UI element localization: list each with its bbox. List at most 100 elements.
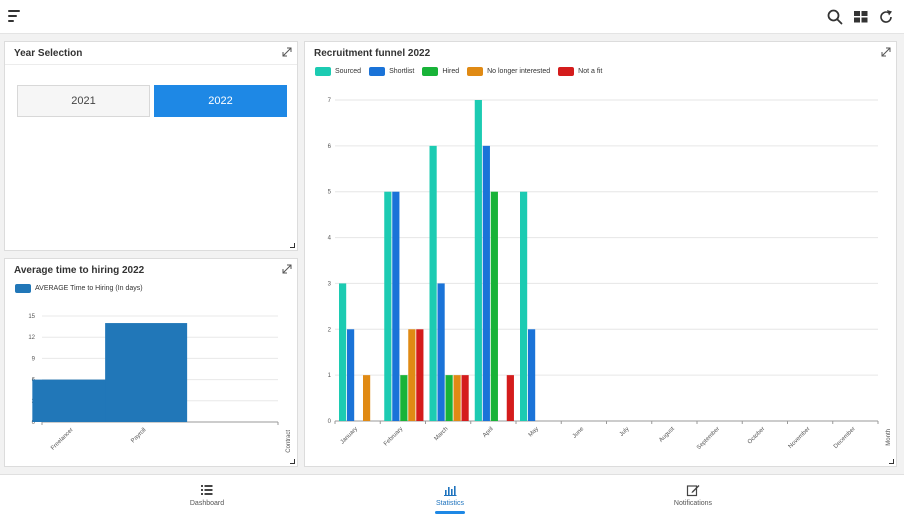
x-tick-label: May <box>528 426 540 438</box>
y-tick-label: 4 <box>328 236 332 242</box>
bar <box>453 375 461 421</box>
legend-item[interactable]: Not a fit <box>558 67 602 76</box>
x-tick-label: Contract <box>286 430 292 453</box>
y-tick-label: 7 <box>328 98 332 104</box>
nav-notifications[interactable]: Notifications <box>648 475 738 514</box>
bar <box>490 191 498 421</box>
legend-swatch <box>315 67 331 76</box>
bar <box>408 329 416 421</box>
nav-dashboard[interactable]: Dashboard <box>162 475 252 514</box>
edit-icon <box>686 485 700 497</box>
bar <box>482 145 490 421</box>
list-icon <box>201 485 213 495</box>
x-tick-label: February <box>383 426 404 447</box>
y-tick-label: 0 <box>32 420 36 426</box>
bar <box>437 283 445 421</box>
x-tick-label: January <box>340 426 359 445</box>
legend-label: AVERAGE Time to Hiring (In days) <box>35 285 143 292</box>
legend-swatch <box>369 67 386 76</box>
chart-legend: Sourced Shortlist Hired No longer intereste… <box>315 67 610 76</box>
legend-label: Sourced <box>335 68 362 75</box>
expand-icon[interactable] <box>282 47 292 57</box>
bar <box>339 283 347 421</box>
x-tick-label: Payroll <box>130 427 147 444</box>
nav-label: Notifications <box>673 500 713 507</box>
resize-handle[interactable] <box>290 459 295 464</box>
menu-icon[interactable] <box>8 10 22 22</box>
bar <box>520 191 528 421</box>
x-tick-label: April <box>482 426 495 439</box>
nav-label: Dashboard <box>189 500 225 507</box>
bar <box>363 375 371 421</box>
legend-label: Shortlist <box>389 68 415 75</box>
bar <box>474 100 482 421</box>
bottom-navigation: Dashboard Statistics Notifications <box>0 474 904 514</box>
bar <box>392 191 400 421</box>
legend-item[interactable]: AVERAGE Time to Hiring (In days) <box>15 284 143 293</box>
panel-title: Recruitment funnel 2022 <box>314 48 431 59</box>
x-axis-label: Month <box>886 429 892 446</box>
avg-hiring-chart: 03691215FreelancerPayrollContract <box>28 314 292 453</box>
y-tick-label: 9 <box>32 356 36 362</box>
year-selection-panel: Year Selection 2021 2022 <box>4 41 298 251</box>
legend-label: No longer interested <box>487 68 551 75</box>
legend-item[interactable]: No longer interested <box>467 67 550 76</box>
bar <box>347 329 355 421</box>
y-tick-label: 6 <box>328 144 332 150</box>
legend-swatch <box>422 67 439 76</box>
bar <box>506 375 514 421</box>
resize-handle[interactable] <box>290 243 295 248</box>
expand-icon[interactable] <box>881 47 891 57</box>
legend-item[interactable]: Hired <box>422 67 459 76</box>
bar <box>105 323 188 422</box>
divider <box>5 64 297 65</box>
top-toolbar <box>0 0 904 34</box>
legend-label: Not a fit <box>578 68 603 75</box>
y-tick-label: 5 <box>328 190 332 196</box>
legend-item[interactable]: Sourced <box>315 67 361 76</box>
x-tick-label: August <box>658 426 676 444</box>
recruitment-funnel-chart: 0 1 2 3 4 5 6 7 January February March April May June… <box>328 98 892 451</box>
legend-swatch <box>15 284 31 293</box>
nav-label: Statistics <box>435 500 464 507</box>
year-2022-button[interactable]: 2022 <box>154 85 287 117</box>
legend-swatch <box>467 67 484 76</box>
resize-handle[interactable] <box>889 459 894 464</box>
x-tick-label: July <box>619 426 631 438</box>
legend-swatch <box>558 67 575 76</box>
refresh-icon[interactable] <box>877 8 895 26</box>
x-tick-label: Freelancer <box>50 427 75 452</box>
y-tick-label: 2 <box>328 327 332 333</box>
avg-hiring-panel: Average time to hiring 2022 AVERAGE Time… <box>4 258 298 467</box>
bar <box>32 379 115 422</box>
bar <box>429 145 437 421</box>
bar <box>461 375 469 421</box>
chart-legend: AVERAGE Time to Hiring (In days) <box>15 284 151 293</box>
y-tick-label: 3 <box>328 281 332 287</box>
y-tick-label: 0 <box>328 419 332 425</box>
x-tick-label: October <box>747 426 766 445</box>
legend-label: Hired <box>442 68 460 75</box>
active-tab-indicator <box>435 511 465 514</box>
nav-statistics[interactable]: Statistics <box>405 475 495 514</box>
x-tick-label: November <box>788 426 812 450</box>
x-tick-label: March <box>434 426 450 442</box>
x-tick-label: December <box>833 426 857 450</box>
bar-chart-icon <box>444 486 457 496</box>
x-tick-label: June <box>572 426 586 440</box>
bar <box>445 375 453 421</box>
bar <box>416 329 424 421</box>
year-2021-button[interactable]: 2021 <box>17 85 150 117</box>
legend-item[interactable]: Shortlist <box>369 67 414 76</box>
grid-icon[interactable] <box>852 8 870 26</box>
expand-icon[interactable] <box>282 264 292 274</box>
search-icon[interactable] <box>826 8 844 26</box>
recruitment-funnel-panel: Recruitment funnel 2022 Sourced Shortlist… <box>304 41 897 467</box>
panel-title: Average time to hiring 2022 <box>14 265 145 276</box>
y-tick-label: 12 <box>28 335 35 341</box>
y-tick-label: 1 <box>328 373 332 379</box>
y-tick-label: 15 <box>28 314 35 320</box>
bar <box>528 329 536 421</box>
panel-title: Year Selection <box>14 48 83 59</box>
x-tick-label: September <box>696 426 721 451</box>
